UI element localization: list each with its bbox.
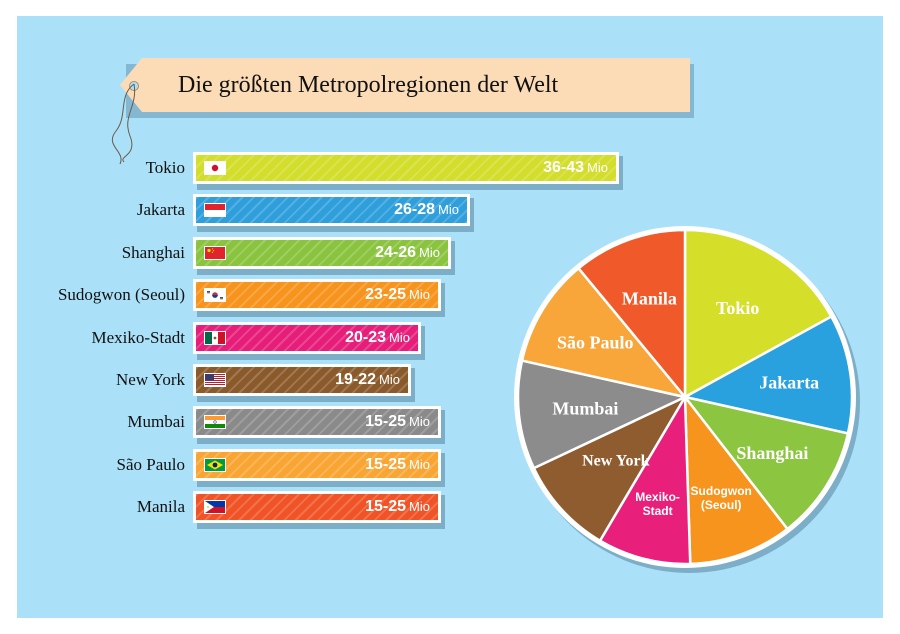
bar: 26-28 Mio xyxy=(193,194,470,226)
category-label: Manila xyxy=(136,497,185,516)
data-label-value: 19-22 xyxy=(335,371,377,388)
category-label: Mexiko-Stadt xyxy=(91,328,186,347)
data-label-unit: Mio xyxy=(379,372,400,387)
flag-south-korea-icon xyxy=(204,288,226,302)
data-label: 15-25 Mio xyxy=(365,409,430,435)
bar: 36-43 Mio xyxy=(193,152,619,184)
pie-slice-label: São Paulo xyxy=(557,332,634,352)
data-label-value: 15-25 xyxy=(365,456,407,473)
pie-slice-label: New York xyxy=(582,453,650,470)
pie-slice-label: Manila xyxy=(622,288,677,308)
category-label: New York xyxy=(116,370,185,389)
data-label-value: 24-26 xyxy=(375,244,417,261)
pie-slice xyxy=(532,394,689,543)
pie-slice-label: Shanghai xyxy=(736,443,808,463)
pie-slice xyxy=(516,359,689,470)
flag-mexico-icon xyxy=(204,331,226,345)
data-label: 36-43 Mio xyxy=(543,155,608,181)
data-label-unit: Mio xyxy=(409,457,430,472)
bar: 24-26 Mio xyxy=(193,237,451,269)
bar: 15-25 Mio xyxy=(193,449,441,481)
pie-slice xyxy=(576,228,687,401)
pie-slice-label: Mexiko-Stadt xyxy=(635,490,680,518)
data-label-value: 15-25 xyxy=(365,498,407,515)
bar: 20-23 Mio xyxy=(193,322,421,354)
data-label-value: 23-25 xyxy=(365,286,407,303)
data-label-value: 15-25 xyxy=(365,413,407,430)
category-label: Mumbai xyxy=(127,412,185,431)
data-label: 15-25 Mio xyxy=(365,452,430,478)
data-label-unit: Mio xyxy=(409,414,430,429)
bar: 19-22 Mio xyxy=(193,364,411,396)
pie-slice-label: Mumbai xyxy=(552,398,618,418)
pie-slice xyxy=(598,392,692,566)
category-label: Jakarta xyxy=(136,200,185,219)
flag-china-icon xyxy=(204,246,226,260)
category-label: Tokio xyxy=(145,158,185,177)
flag-philippines-icon xyxy=(204,500,226,514)
data-label: 23-25 Mio xyxy=(365,282,430,308)
data-label-value: 20-23 xyxy=(345,329,387,346)
data-label: 26-28 Mio xyxy=(394,197,459,223)
data-label-unit: Mio xyxy=(419,245,440,260)
category-label: Shanghai xyxy=(121,243,185,262)
data-label-unit: Mio xyxy=(409,499,430,514)
data-label-unit: Mio xyxy=(587,160,608,175)
title-tag xyxy=(120,58,690,112)
bar: 15-25 Mio xyxy=(193,406,441,438)
pie-slice-label: Sudogwon (Seoul) xyxy=(691,484,752,512)
flag-india-icon xyxy=(204,415,226,429)
data-label-unit: Mio xyxy=(409,287,430,302)
data-label: 20-23 Mio xyxy=(345,325,410,351)
pie-slice-label: Tokio xyxy=(716,298,759,318)
tag-string-icon xyxy=(111,83,136,165)
flag-japan-icon xyxy=(204,161,226,175)
chart-title: Die größten Metropolregionen der Welt xyxy=(178,72,559,98)
data-label-value: 36-43 xyxy=(543,159,585,176)
data-label-unit: Mio xyxy=(389,330,410,345)
bar: 15-25 Mio xyxy=(193,491,441,523)
pie-slice xyxy=(520,266,689,400)
flag-indonesia-icon xyxy=(204,203,226,217)
data-label-value: 26-28 xyxy=(394,201,436,218)
data-label-unit: Mio xyxy=(438,202,459,217)
data-label: 19-22 Mio xyxy=(335,367,400,393)
flag-usa-icon xyxy=(204,373,226,387)
category-label: São Paulo xyxy=(116,455,185,474)
bar: 23-25 Mio xyxy=(193,279,441,311)
data-label: 24-26 Mio xyxy=(375,240,440,266)
category-label: Sudogwon (Seoul) xyxy=(57,285,185,304)
data-label: 15-25 Mio xyxy=(365,494,430,520)
pie-slice-label: Jakarta xyxy=(759,373,819,393)
pie-slice xyxy=(681,314,854,435)
pie-slice xyxy=(681,395,850,531)
flag-brazil-icon xyxy=(204,458,226,472)
pie-slice xyxy=(683,393,790,566)
pie-slice xyxy=(683,228,834,400)
